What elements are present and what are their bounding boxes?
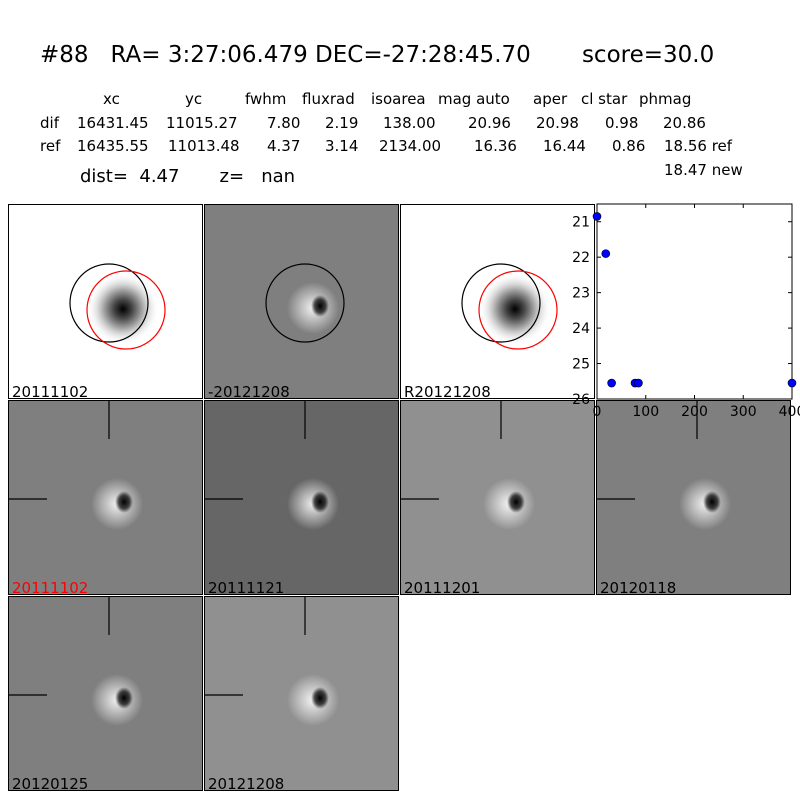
col-header-isoarea: isoarea xyxy=(371,90,426,108)
stamp-date-label: -20121208 xyxy=(208,383,290,399)
residual-dark xyxy=(115,491,133,513)
dif-aper: 20.98 xyxy=(536,114,579,132)
stamp-panel-3: R20121208 xyxy=(400,204,595,399)
ref-phmag: 18.56 ref xyxy=(664,137,733,155)
stamp-panel-4: 20111102 xyxy=(8,400,203,595)
ref-isoarea: 2134.00 xyxy=(379,137,442,155)
col-header-magauto: mag auto xyxy=(438,90,510,108)
residual-dark xyxy=(311,295,329,317)
stamp-panel-8: 20120125 xyxy=(8,596,203,791)
residual-dark xyxy=(115,687,133,709)
stamp-image xyxy=(597,401,731,530)
plot-frame xyxy=(596,203,793,400)
data-point xyxy=(630,378,640,388)
ref-clstar: 0.86 xyxy=(612,137,646,155)
col-header-aper: aper xyxy=(533,90,568,108)
stamp-image xyxy=(205,597,339,726)
ref-magauto: 16.36 xyxy=(474,137,517,155)
col-header-fwhm: fwhm xyxy=(245,90,287,108)
ref-fluxrad: 3.14 xyxy=(325,137,359,155)
row-label-dif: dif xyxy=(40,114,59,132)
residual-dark xyxy=(703,491,721,513)
data-point xyxy=(634,378,643,388)
dif-fluxrad: 2.19 xyxy=(325,114,359,132)
residual-dark xyxy=(311,687,329,709)
stamp-date-label: 20111121 xyxy=(208,579,285,595)
page-title: #88 RA= 3:27:06.479 DEC=-27:28:45.70 sco… xyxy=(40,42,715,68)
dif-clstar: 0.98 xyxy=(605,114,639,132)
col-header-xc: xc xyxy=(103,90,120,108)
stamp-image xyxy=(69,263,166,350)
stamp-date-label: R20121208 xyxy=(404,383,491,399)
data-point xyxy=(601,249,611,258)
ref-xc: 16435.55 xyxy=(77,137,149,155)
stamp-panel-5: 20111121 xyxy=(204,400,399,595)
stamp-panel-9: 20121208 xyxy=(204,596,399,791)
stamp-panel-1: 20111102 xyxy=(8,204,203,399)
col-header-clstar: cl star xyxy=(581,90,628,108)
stamp-date-label: 20120125 xyxy=(12,775,89,791)
stamp-image xyxy=(401,401,535,530)
dif-magauto: 20.96 xyxy=(468,114,511,132)
stamp-date-label: 20120118 xyxy=(600,579,677,595)
source-blob xyxy=(87,273,159,345)
reference-circle xyxy=(86,270,166,350)
dif-isoarea: 138.00 xyxy=(383,114,436,132)
dif-fwhm: 7.80 xyxy=(267,114,301,132)
dif-xc: 16431.45 xyxy=(77,114,149,132)
col-header-fluxrad: fluxrad xyxy=(302,90,355,108)
stamp-panel-6: 20111201 xyxy=(400,400,595,595)
aperture-circle xyxy=(265,263,345,343)
aperture-circle xyxy=(461,263,541,343)
source-blob xyxy=(479,273,551,345)
stamp-panel-7: 20120118 xyxy=(596,400,791,595)
dif-phmag: 20.86 xyxy=(663,114,706,132)
stamp-image xyxy=(9,597,143,726)
data-point xyxy=(607,378,616,388)
stamp-image xyxy=(9,401,143,530)
aperture-circle xyxy=(69,263,149,343)
stamp-panel-2: -20121208 xyxy=(204,204,399,399)
reference-circle xyxy=(478,270,558,350)
stamp-date-label: 20111201 xyxy=(404,579,481,595)
ref-aper: 16.44 xyxy=(543,137,586,155)
stamp-image xyxy=(461,263,558,350)
residual-dark xyxy=(507,491,525,513)
residual-dark xyxy=(311,491,329,513)
stamp-image xyxy=(265,263,345,343)
col-header-phmag: phmag xyxy=(639,90,692,108)
stamp-image xyxy=(205,401,339,530)
phmag-new: 18.47 new xyxy=(664,161,743,179)
row-label-ref: ref xyxy=(40,137,61,155)
data-point xyxy=(787,378,797,388)
stamp-date-label: 20121208 xyxy=(208,775,285,791)
ref-fwhm: 4.37 xyxy=(267,137,301,155)
stamp-date-label: 20111102 xyxy=(12,383,89,399)
stamp-date-label: 20111102 xyxy=(12,579,89,595)
dist-z-readout: dist= 4.47 z= nan xyxy=(80,166,296,187)
col-header-yc: yc xyxy=(185,90,203,108)
ref-yc: 11013.48 xyxy=(168,137,240,155)
dif-yc: 11015.27 xyxy=(166,114,238,132)
